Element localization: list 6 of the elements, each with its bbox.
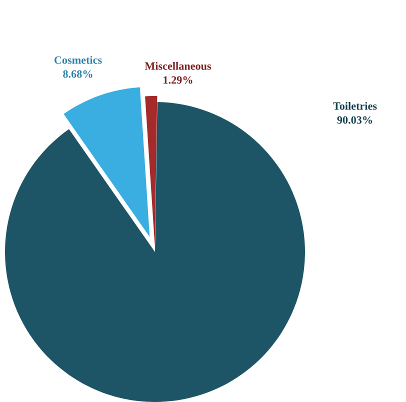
slice-label: Cosmetics [54, 56, 102, 64]
slice-label: Toiletries [333, 102, 377, 110]
data-label: 8.68% [63, 70, 92, 78]
data-label: 1.29% [164, 76, 192, 84]
slice-label: Miscellaneous [144, 62, 212, 70]
data-label: 90.03% [337, 116, 372, 124]
